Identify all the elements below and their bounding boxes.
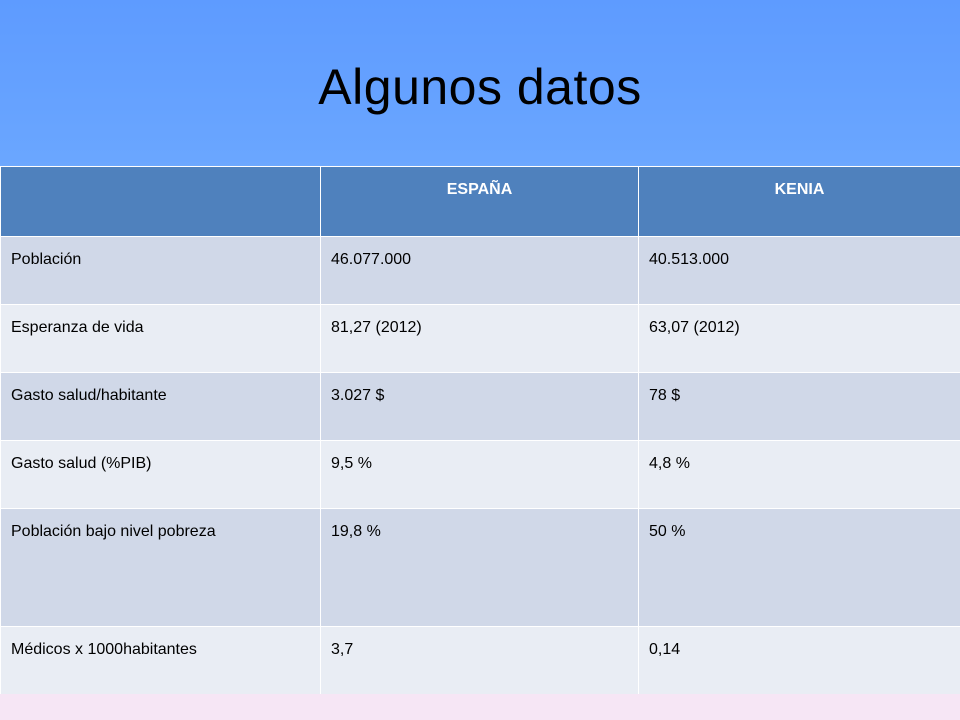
header-cell-kenia: KENIA bbox=[638, 166, 960, 237]
kenia-value: 50 % bbox=[638, 508, 960, 627]
kenia-value: 0,14 bbox=[638, 626, 960, 695]
slide-footer-band bbox=[0, 694, 960, 720]
kenia-value: 40.513.000 bbox=[638, 236, 960, 305]
comparison-table: ESPAÑA KENIA Población 46.077.000 40.513… bbox=[0, 166, 960, 695]
row-label: Gasto salud/habitante bbox=[0, 372, 321, 441]
row-label: Población bajo nivel pobreza bbox=[0, 508, 321, 627]
espana-value: 81,27 (2012) bbox=[320, 304, 639, 373]
espana-value: 3.027 $ bbox=[320, 372, 639, 441]
kenia-value: 4,8 % bbox=[638, 440, 960, 509]
espana-value: 19,8 % bbox=[320, 508, 639, 627]
kenia-value: 63,07 (2012) bbox=[638, 304, 960, 373]
header-cell-espana: ESPAÑA bbox=[320, 166, 639, 237]
table-header-row: ESPAÑA KENIA bbox=[0, 166, 960, 237]
table-row: Gasto salud/habitante 3.027 $ 78 $ bbox=[0, 372, 960, 441]
espana-value: 9,5 % bbox=[320, 440, 639, 509]
kenia-value: 78 $ bbox=[638, 372, 960, 441]
slide-title: Algunos datos bbox=[318, 59, 642, 115]
espana-value: 3,7 bbox=[320, 626, 639, 695]
table-row: Esperanza de vida 81,27 (2012) 63,07 (20… bbox=[0, 304, 960, 373]
table-row: Médicos x 1000habitantes 3,7 0,14 bbox=[0, 626, 960, 695]
table-row: Gasto salud (%PIB) 9,5 % 4,8 % bbox=[0, 440, 960, 509]
table-row: Población bajo nivel pobreza 19,8 % 50 % bbox=[0, 508, 960, 627]
row-label: Médicos x 1000habitantes bbox=[0, 626, 321, 695]
header-cell-empty bbox=[0, 166, 321, 237]
table-row: Población 46.077.000 40.513.000 bbox=[0, 236, 960, 305]
espana-value: 46.077.000 bbox=[320, 236, 639, 305]
row-label: Gasto salud (%PIB) bbox=[0, 440, 321, 509]
row-label: Población bbox=[0, 236, 321, 305]
row-label: Esperanza de vida bbox=[0, 304, 321, 373]
